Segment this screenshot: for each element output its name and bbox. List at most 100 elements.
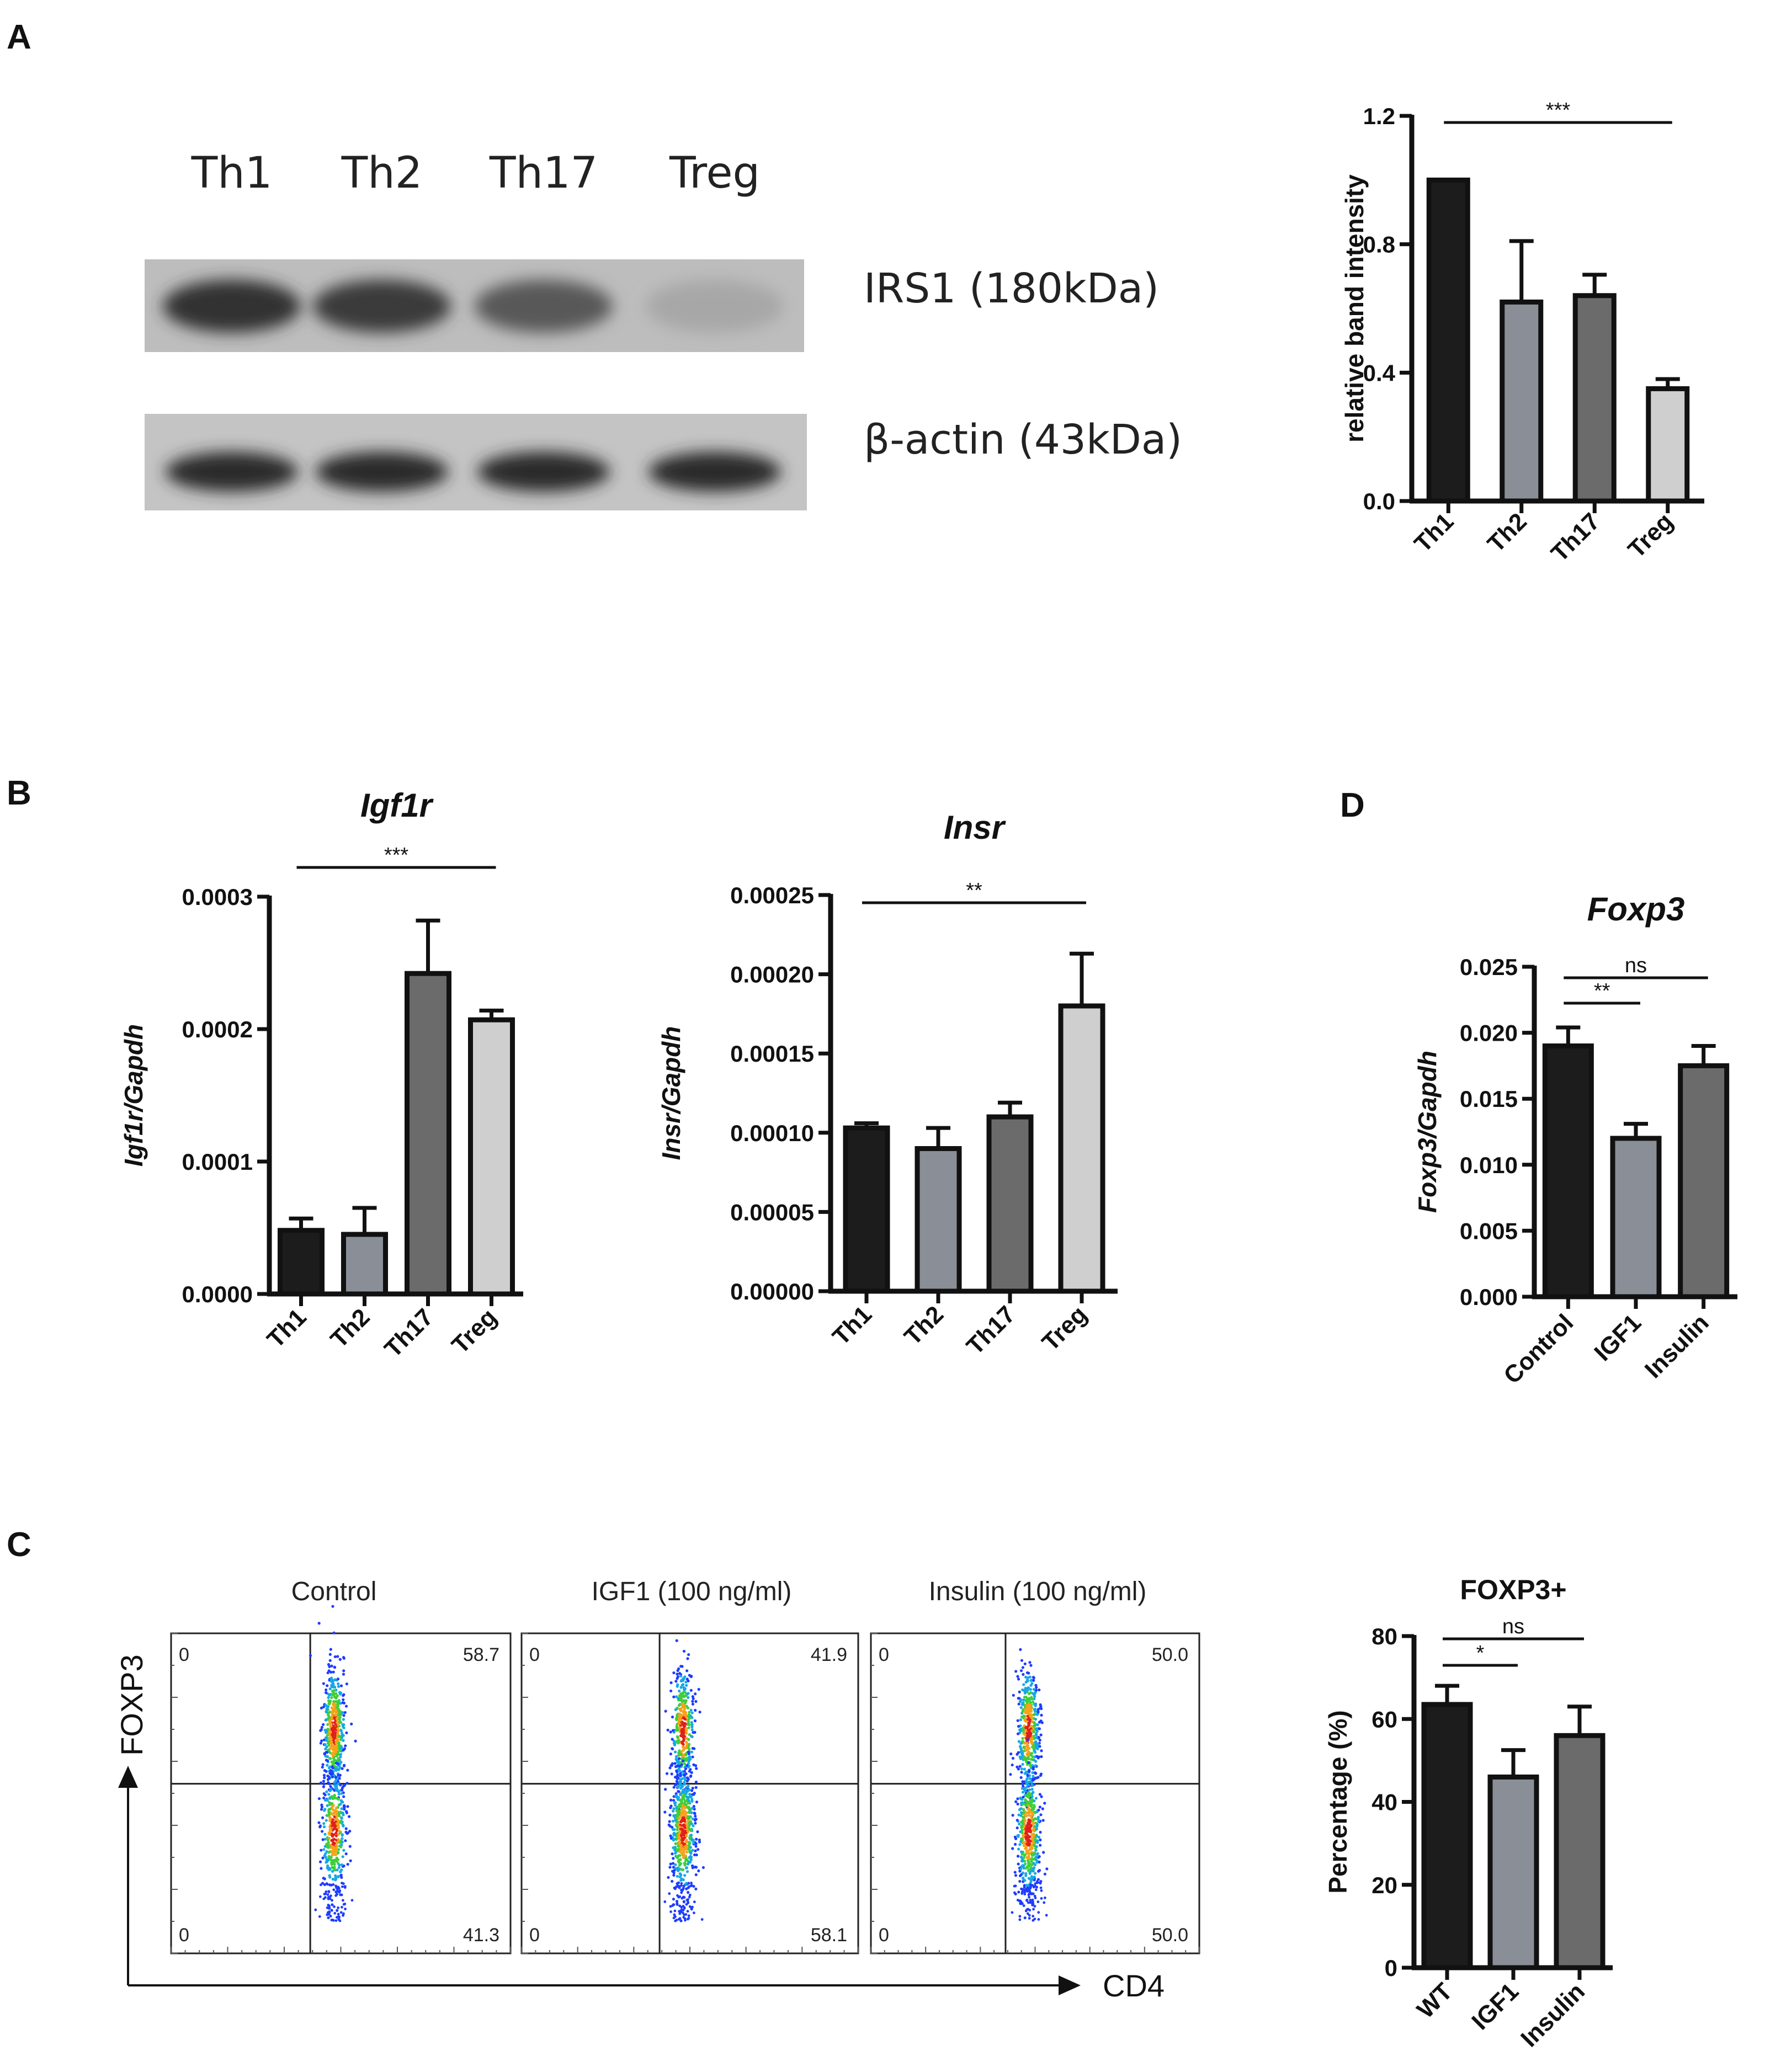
flow-event [333,1695,336,1698]
chart-foxp3-expression: 0.000 0.005 0.010 0.015 0.020 0.025 Control IGF… [1413,891,1737,1389]
flow-event [687,1692,690,1695]
flow-event [692,1839,695,1842]
wb-band-actin [477,452,610,492]
flow-event [323,1845,327,1848]
flow-event [343,1805,346,1808]
flow-event [334,1744,338,1748]
flow-event [329,1746,332,1750]
flow-event [665,1772,669,1775]
flow-event [334,1747,338,1751]
wb-strip-actin [145,414,807,510]
flow-event [680,1763,683,1766]
flow-event [695,1801,699,1804]
flow-event [676,1715,679,1718]
flow-event [694,1764,698,1767]
flow-event [342,1764,346,1767]
flow-event [681,1721,684,1724]
flow-event [335,1845,338,1849]
flow-event [695,1853,698,1857]
bar [1500,299,1544,504]
flow-event [697,1869,700,1873]
flow-event [1011,1847,1014,1850]
flow-event [1040,1795,1043,1798]
flow-event [1025,1726,1029,1730]
bar [986,1114,1034,1294]
significance-label: ** [1594,979,1610,1003]
flow-event [695,1837,698,1841]
flow-event [684,1919,687,1922]
flow-event [331,1820,334,1823]
chart-igf1r: 0.0000 0.0001 0.0002 0.0003 Th1 Th2 Th17 Treg **… [119,787,523,1363]
flow-event [1036,1817,1040,1820]
significance-label: *** [1546,99,1571,122]
flow-event [669,1730,672,1734]
flow-event [1028,1895,1031,1899]
flow-event [322,1877,325,1880]
flow-event [1028,1819,1032,1823]
flow-event [690,1884,693,1887]
flow-event [341,1905,343,1909]
flow-event [1037,1869,1040,1873]
flow-y-axis-label: FOXP3 [114,1654,149,1756]
flow-event [345,1832,349,1835]
flow-event [687,1898,689,1901]
flow-event [332,1702,336,1705]
flow-event [328,1796,332,1799]
flow-event [328,1722,331,1725]
flow-event [680,1679,683,1682]
flow-event [675,1639,678,1642]
flow-event [328,1716,331,1719]
wb-band-actin [166,452,298,492]
flow-event [674,1863,677,1867]
flow-event [671,1716,674,1719]
flow-event [1033,1811,1037,1814]
flow-event [689,1855,693,1858]
flow-event [342,1714,345,1717]
wb-strip-irs1 [145,259,804,352]
flow-event [691,1849,694,1852]
flow-event [1032,1734,1036,1738]
flow-event [1038,1805,1041,1809]
flow-event [1027,1861,1030,1865]
flow-event [1026,1839,1029,1842]
flow-event [319,1729,322,1732]
flow-event [1016,1719,1019,1722]
flow-event [1024,1794,1028,1798]
flow-event [327,1916,330,1920]
flow-event [690,1882,693,1884]
flow-event [690,1674,693,1678]
bar [405,971,451,1297]
flow-event [670,1764,673,1767]
flow-event [672,1739,676,1743]
x-tick-label: Th17 [379,1303,438,1362]
flow-plot: IGF1 (100 ng/ml) 0 41.9 0 58.1 [520,1577,859,1954]
flow-event [328,1719,332,1723]
flow-cytometry-panel: Control 0 58.7 0 41.3 IGF1 (100 ng/ml) 0 41.9 0 5… [170,1577,1200,1954]
flow-event [338,1777,341,1780]
flow-event [325,1819,328,1822]
flow-event [337,1913,340,1916]
quadrant-upper-left: 0 [879,1644,889,1665]
flow-event [334,1834,338,1837]
flow-event [330,1909,333,1912]
flow-event [671,1729,675,1732]
flow-event [1027,1855,1030,1858]
flow-event [672,1839,675,1842]
flow-event [335,1856,338,1860]
flow-event [677,1741,680,1745]
flow-event [680,1882,683,1885]
flow-event [1021,1709,1024,1713]
flow-event [328,1659,332,1662]
flow-event [682,1842,685,1846]
bar [278,1228,325,1297]
flow-event [1025,1811,1029,1815]
flow-event [1039,1844,1042,1847]
flow-event [668,1813,672,1817]
flow-event [692,1804,695,1808]
flow-event [1035,1845,1038,1849]
flow-event [1012,1693,1015,1697]
flow-event [1029,1703,1032,1707]
flow-event [321,1882,325,1885]
flow-event [326,1671,329,1675]
bar [843,1125,890,1294]
